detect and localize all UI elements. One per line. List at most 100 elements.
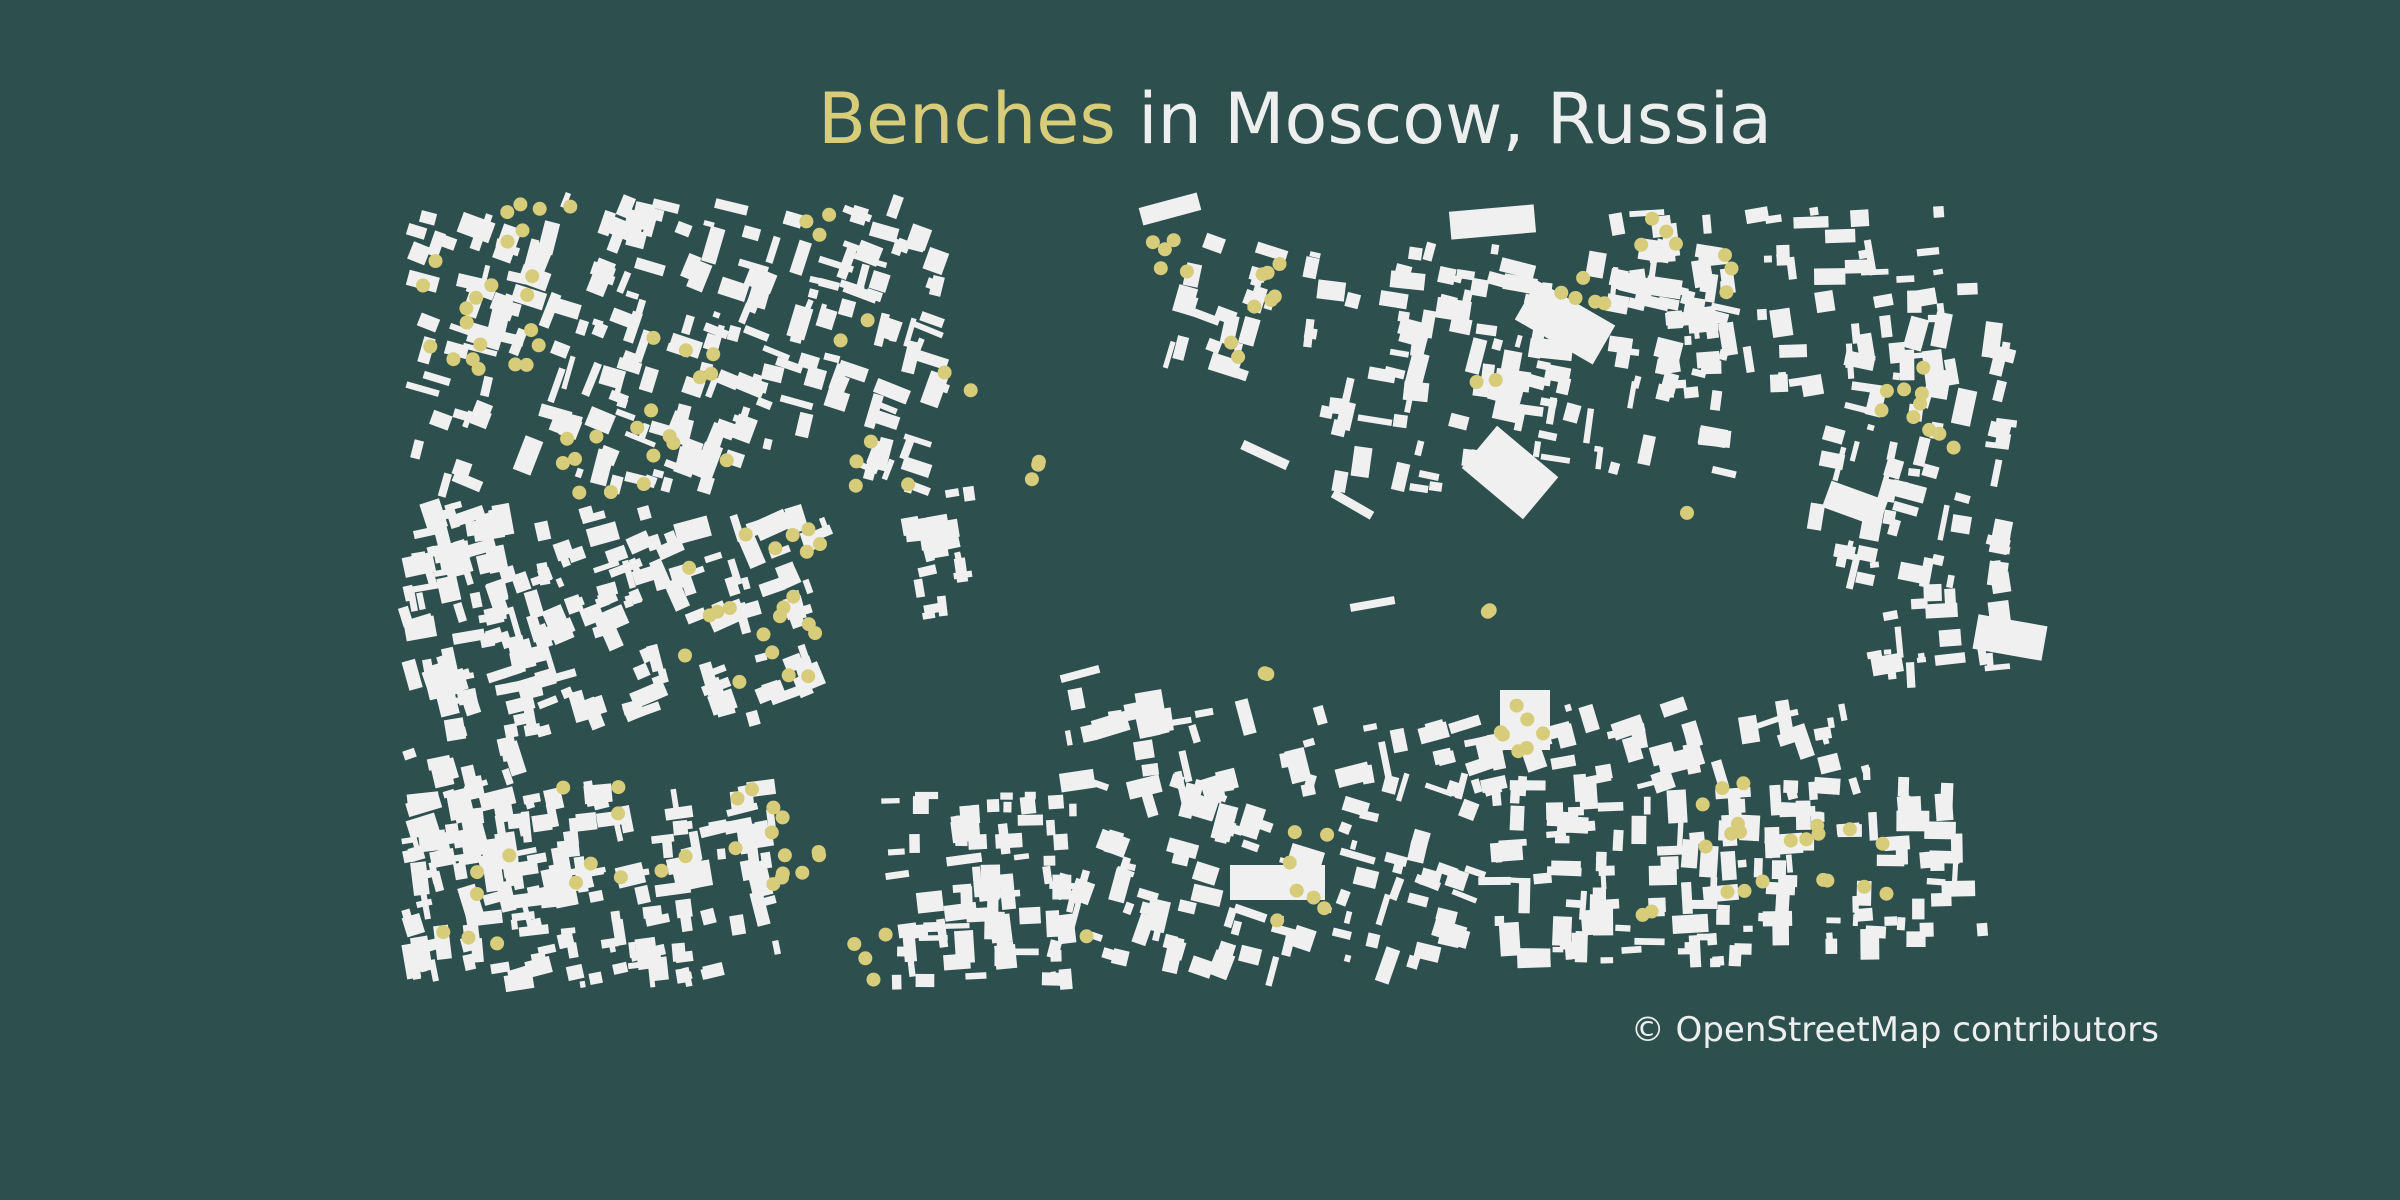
building	[461, 411, 472, 421]
building	[1772, 914, 1790, 946]
building	[749, 890, 771, 927]
building	[1800, 374, 1825, 398]
building	[965, 972, 987, 980]
building	[460, 764, 481, 801]
building	[1448, 316, 1473, 336]
building	[891, 974, 902, 990]
building	[591, 321, 609, 339]
building	[1629, 348, 1640, 356]
bench-marker	[766, 800, 781, 815]
building	[531, 813, 553, 833]
building	[1691, 258, 1714, 289]
building	[1448, 714, 1482, 735]
building	[405, 222, 428, 240]
building	[855, 263, 870, 291]
building	[1238, 944, 1263, 966]
building	[1657, 347, 1681, 375]
building	[522, 792, 541, 805]
building	[1659, 696, 1688, 718]
bench-marker	[1536, 726, 1550, 741]
bench-marker	[1946, 440, 1961, 455]
building	[1491, 338, 1504, 352]
building	[1779, 344, 1808, 358]
building	[470, 937, 484, 963]
building	[1490, 244, 1500, 255]
building	[1567, 806, 1585, 816]
bench-marker	[1511, 744, 1526, 759]
bench-marker	[613, 870, 628, 885]
building	[1237, 315, 1261, 347]
building	[786, 304, 814, 341]
building	[1202, 232, 1226, 254]
building	[456, 211, 496, 244]
building	[915, 349, 950, 371]
building	[1302, 737, 1316, 748]
bench-marker	[515, 223, 530, 238]
building	[686, 259, 713, 293]
building	[597, 209, 617, 237]
building	[2003, 534, 2011, 544]
bench-marker	[1224, 335, 1239, 350]
building	[652, 468, 665, 479]
building	[553, 298, 582, 320]
building	[481, 856, 505, 893]
building	[1384, 851, 1408, 868]
building	[506, 270, 528, 285]
building	[743, 324, 770, 342]
building	[1017, 814, 1044, 826]
building	[681, 314, 695, 336]
bench-marker	[1635, 907, 1650, 922]
building	[488, 508, 499, 519]
building	[469, 223, 488, 252]
building	[1930, 311, 1953, 349]
building	[1634, 937, 1665, 946]
building	[469, 407, 492, 430]
building	[1498, 921, 1521, 957]
building	[704, 551, 723, 564]
bench-marker	[1576, 270, 1591, 285]
building	[1474, 735, 1493, 762]
building	[1067, 903, 1081, 936]
building	[1374, 946, 1401, 985]
building	[443, 717, 467, 742]
bench-marker	[1695, 797, 1710, 812]
bench-marker	[722, 601, 737, 615]
building	[1698, 427, 1732, 448]
building	[1357, 414, 1393, 427]
building	[1050, 971, 1057, 979]
building	[1456, 268, 1476, 281]
building	[789, 239, 812, 276]
building	[1687, 312, 1719, 334]
building	[593, 559, 620, 574]
building	[1826, 932, 1834, 944]
building	[1339, 847, 1376, 865]
building	[1882, 509, 1897, 526]
building	[494, 679, 528, 696]
building	[518, 924, 550, 937]
building	[823, 352, 841, 364]
building	[936, 918, 949, 948]
bench-marker	[822, 207, 837, 222]
building	[401, 836, 414, 845]
building	[402, 747, 417, 761]
building	[1718, 321, 1739, 357]
building	[485, 578, 509, 605]
building	[1343, 910, 1353, 925]
bench-marker	[502, 848, 517, 863]
building	[1934, 652, 1966, 666]
building	[579, 980, 586, 988]
building	[1621, 735, 1644, 763]
bench-marker	[644, 403, 659, 418]
building	[1756, 712, 1791, 729]
building	[1507, 877, 1526, 884]
bench-marker	[1720, 884, 1735, 899]
building	[1284, 746, 1312, 785]
building	[651, 570, 670, 592]
building	[1849, 440, 1860, 462]
building	[803, 365, 828, 391]
bench-marker	[786, 589, 801, 604]
building	[1711, 465, 1737, 479]
building	[818, 516, 830, 532]
building	[1108, 867, 1133, 904]
building	[1191, 861, 1220, 886]
